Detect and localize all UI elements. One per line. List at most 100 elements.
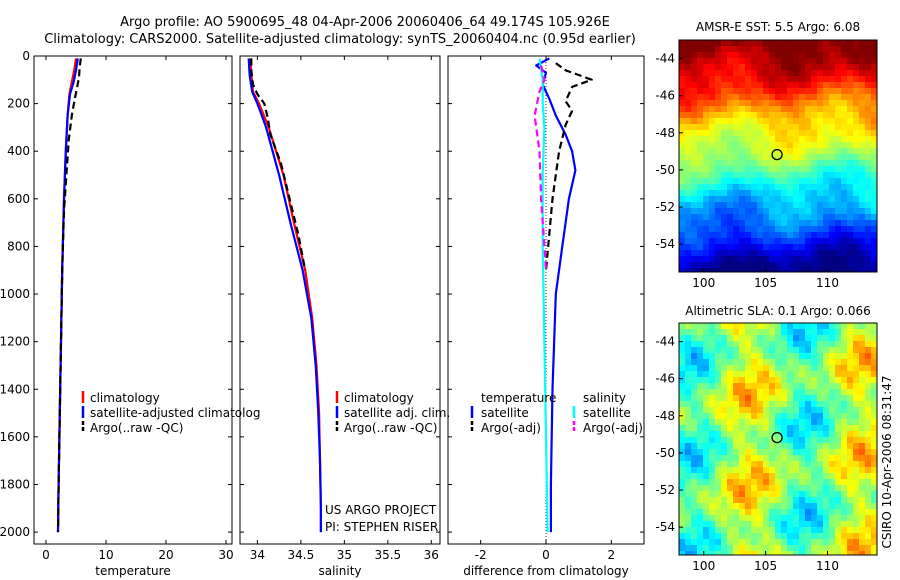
heatmap-cell <box>769 58 775 64</box>
heatmap-cell <box>841 527 847 533</box>
heatmap-cell <box>847 329 853 335</box>
heatmap-cell <box>679 58 685 64</box>
heatmap-cell <box>793 461 799 467</box>
heatmap-cell <box>853 58 859 64</box>
heatmap-cell <box>679 268 685 272</box>
heatmap-cell <box>751 238 757 244</box>
heatmap-cell <box>715 497 721 503</box>
heatmap-cell <box>733 76 739 82</box>
heatmap-cell <box>751 208 757 214</box>
heatmap-cell <box>715 521 721 527</box>
heatmap-cell <box>739 413 745 419</box>
heatmap-cell <box>859 40 865 46</box>
heatmap-cell <box>685 190 691 196</box>
heatmap-cell <box>781 70 787 76</box>
heatmap-cell <box>859 250 865 256</box>
heatmap-cell <box>715 118 721 124</box>
heatmap-cell <box>787 419 793 425</box>
heatmap-cell <box>787 527 793 533</box>
heatmap-cell <box>865 329 871 335</box>
heatmap-cell <box>817 455 823 461</box>
heatmap-cell <box>793 467 799 473</box>
heatmap-cell <box>829 503 835 509</box>
heatmap-cell <box>739 509 745 515</box>
heatmap-cell <box>715 539 721 545</box>
heatmap-cell <box>757 329 763 335</box>
heatmap-cell <box>775 503 781 509</box>
heatmap-cell <box>697 130 703 136</box>
heatmap-cell <box>787 118 793 124</box>
heatmap-cell <box>751 256 757 262</box>
heatmap-cell <box>823 521 829 527</box>
heatmap-cell <box>787 166 793 172</box>
heatmap-cell <box>841 467 847 473</box>
heatmap-cell <box>781 238 787 244</box>
heatmap-cell <box>817 383 823 389</box>
heatmap-cell <box>829 130 835 136</box>
heatmap-cell <box>811 52 817 58</box>
heatmap-cell <box>853 40 859 46</box>
heatmap-cell <box>859 401 865 407</box>
heatmap-cell <box>763 118 769 124</box>
heatmap-cell <box>775 100 781 106</box>
heatmap-cell <box>835 329 841 335</box>
heatmap-cell <box>805 521 811 527</box>
heatmap-cell <box>715 485 721 491</box>
heatmap-cell <box>775 353 781 359</box>
panel-temperature: 0 10 20 30temperature0200400600800100012001… <box>0 49 260 578</box>
heatmap-cell <box>799 521 805 527</box>
heatmap-cell <box>727 238 733 244</box>
heatmap-cell <box>757 58 763 64</box>
heatmap-cell <box>793 497 799 503</box>
heatmap-cell <box>769 539 775 545</box>
heatmap-cell <box>757 407 763 413</box>
heatmap-cell <box>715 359 721 365</box>
heatmap-cell <box>721 431 727 437</box>
heatmap-cell <box>823 407 829 413</box>
heatmap-cell <box>847 94 853 100</box>
heatmap-cell <box>787 389 793 395</box>
heatmap-cell <box>775 521 781 527</box>
heatmap-cell <box>847 196 853 202</box>
heatmap-cell <box>709 335 715 341</box>
heatmap-cell <box>697 437 703 443</box>
heatmap-cell <box>841 419 847 425</box>
heatmap-cell <box>781 154 787 160</box>
heatmap-cell <box>751 202 757 208</box>
heatmap-cell <box>811 130 817 136</box>
heatmap-cell <box>835 196 841 202</box>
heatmap-cell <box>859 148 865 154</box>
heatmap-cell <box>727 58 733 64</box>
heatmap-cell <box>871 130 877 136</box>
heatmap-cell <box>685 527 691 533</box>
heatmap-cell <box>715 395 721 401</box>
heatmap-cell <box>751 94 757 100</box>
heatmap-cell <box>721 479 727 485</box>
heatmap-cell <box>751 76 757 82</box>
heatmap-cell <box>793 142 799 148</box>
heatmap-cell <box>805 545 811 551</box>
heatmap-cell <box>769 124 775 130</box>
heatmap-cell <box>865 214 871 220</box>
heatmap-cell <box>703 166 709 172</box>
heatmap-cell <box>709 238 715 244</box>
heatmap-cell <box>769 214 775 220</box>
heatmap-cell <box>811 82 817 88</box>
heatmap-cell <box>727 262 733 268</box>
legend-label: satellite adj. clim. <box>344 406 450 420</box>
heatmap-cell <box>865 521 871 527</box>
heatmap-cell <box>799 377 805 383</box>
heatmap-cell <box>727 88 733 94</box>
heatmap-cell <box>703 40 709 46</box>
panels-group: 0 10 20 30temperature0200400600800100012001… <box>0 20 878 578</box>
heatmap-cell <box>703 323 709 329</box>
heatmap-cell <box>787 94 793 100</box>
heatmap-cell <box>757 539 763 545</box>
heatmap-cell <box>745 479 751 485</box>
heatmap-cell <box>733 467 739 473</box>
heatmap-cell <box>853 461 859 467</box>
heatmap-cell <box>775 184 781 190</box>
heatmap-cell <box>871 533 877 539</box>
heatmap-cell <box>679 527 685 533</box>
heatmap-cell <box>769 425 775 431</box>
